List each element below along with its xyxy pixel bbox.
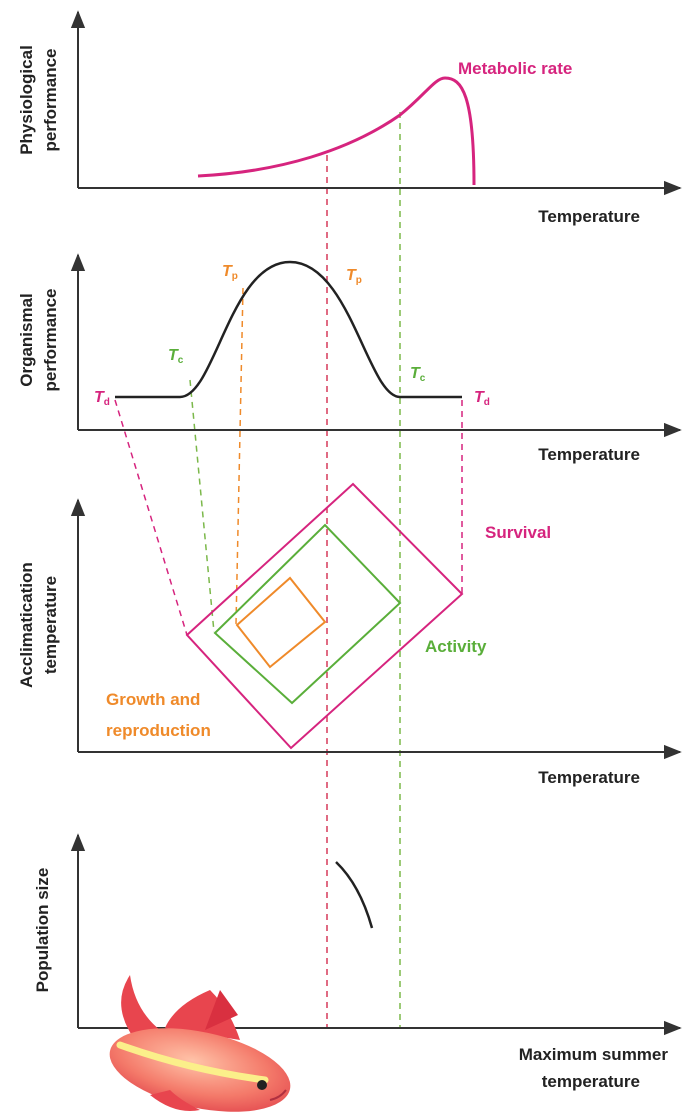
- y-label: temperature: [41, 576, 60, 674]
- x-label: Temperature: [538, 207, 640, 226]
- y-label: Acclimatication: [17, 562, 36, 688]
- activity-region: [213, 523, 402, 705]
- dashed-line: [189, 379, 215, 633]
- threshold-label: Td: [94, 389, 110, 408]
- panel-acclimation: Acclimatication temperature Temperature …: [17, 482, 682, 787]
- threshold-label: Tc: [168, 347, 184, 366]
- region-label: reproduction: [106, 721, 211, 740]
- region-label: Activity: [425, 637, 487, 656]
- x-label: Maximum summer: [519, 1045, 669, 1064]
- x-label: Temperature: [538, 445, 640, 464]
- projection-lines: [114, 112, 463, 1028]
- panel-organismal: Organismal performance Temperature Td Tc…: [17, 253, 682, 464]
- panel-physiological: Physiological performance Temperature Me…: [17, 10, 682, 226]
- threshold-label: Tc: [410, 365, 426, 384]
- curve-label: Metabolic rate: [458, 59, 572, 78]
- threshold-label: Tp: [346, 267, 362, 286]
- dashed-line: [114, 399, 188, 636]
- survival-region: [185, 482, 464, 750]
- y-label: performance: [41, 289, 60, 392]
- y-label: Physiological: [17, 45, 36, 155]
- y-label: Population size: [33, 868, 52, 993]
- x-label: temperature: [542, 1072, 640, 1091]
- y-label: performance: [41, 49, 60, 152]
- region-label: Growth and: [106, 690, 200, 709]
- threshold-label: Td: [474, 389, 490, 408]
- fish: [109, 975, 291, 1112]
- dashed-line: [235, 287, 244, 625]
- threshold-label: Tp: [222, 263, 238, 282]
- metabolic-curve: [197, 76, 476, 186]
- region-label: Survival: [485, 523, 551, 542]
- panel-population: Population size Maximum summer temperatu…: [33, 833, 682, 1091]
- y-label: Organismal: [17, 293, 36, 387]
- x-label: Temperature: [538, 768, 640, 787]
- performance-curve: [115, 260, 462, 399]
- growth-region: [235, 576, 327, 669]
- population-curve: [335, 861, 374, 929]
